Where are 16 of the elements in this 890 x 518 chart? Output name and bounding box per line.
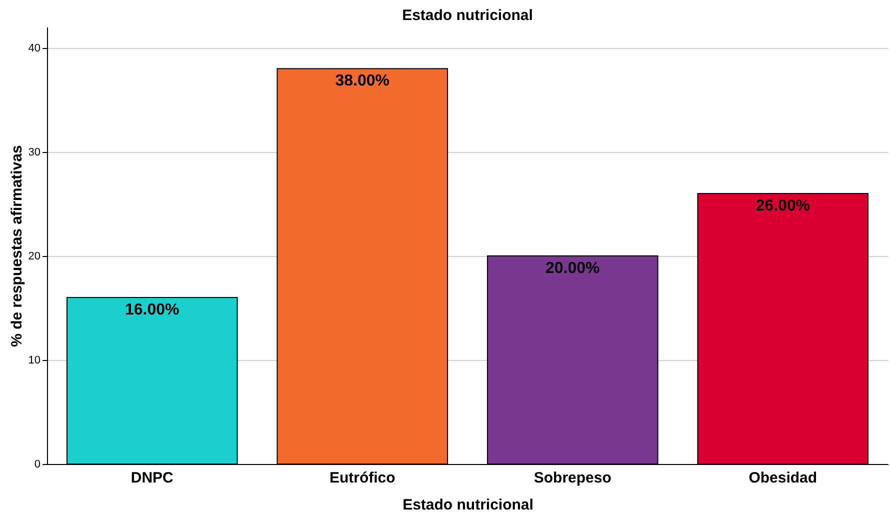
data-label: 26.00% — [756, 197, 810, 214]
data-label: 20.00% — [545, 260, 600, 277]
y-tick-label: 10 — [28, 354, 40, 366]
y-tick-label: 0 — [34, 458, 40, 470]
y-tick-label: 40 — [28, 42, 40, 54]
x-tick-label: Eutrófico — [329, 470, 396, 486]
y-tick-label: 20 — [28, 250, 40, 262]
data-label: 38.00% — [335, 72, 390, 90]
data-label: 16.00% — [124, 302, 180, 319]
x-tick-label: Sobrepeso — [534, 470, 612, 486]
x-tick-label: Obesidad — [748, 470, 818, 486]
y-axis-title: % de respuestas afirmativas — [8, 145, 26, 347]
chart-title: Estado nutricional — [402, 7, 533, 24]
x-tick-label: DNPC — [130, 470, 174, 486]
x-axis-title: Estado nutricional — [402, 496, 534, 514]
y-tick-label: 30 — [28, 146, 40, 158]
